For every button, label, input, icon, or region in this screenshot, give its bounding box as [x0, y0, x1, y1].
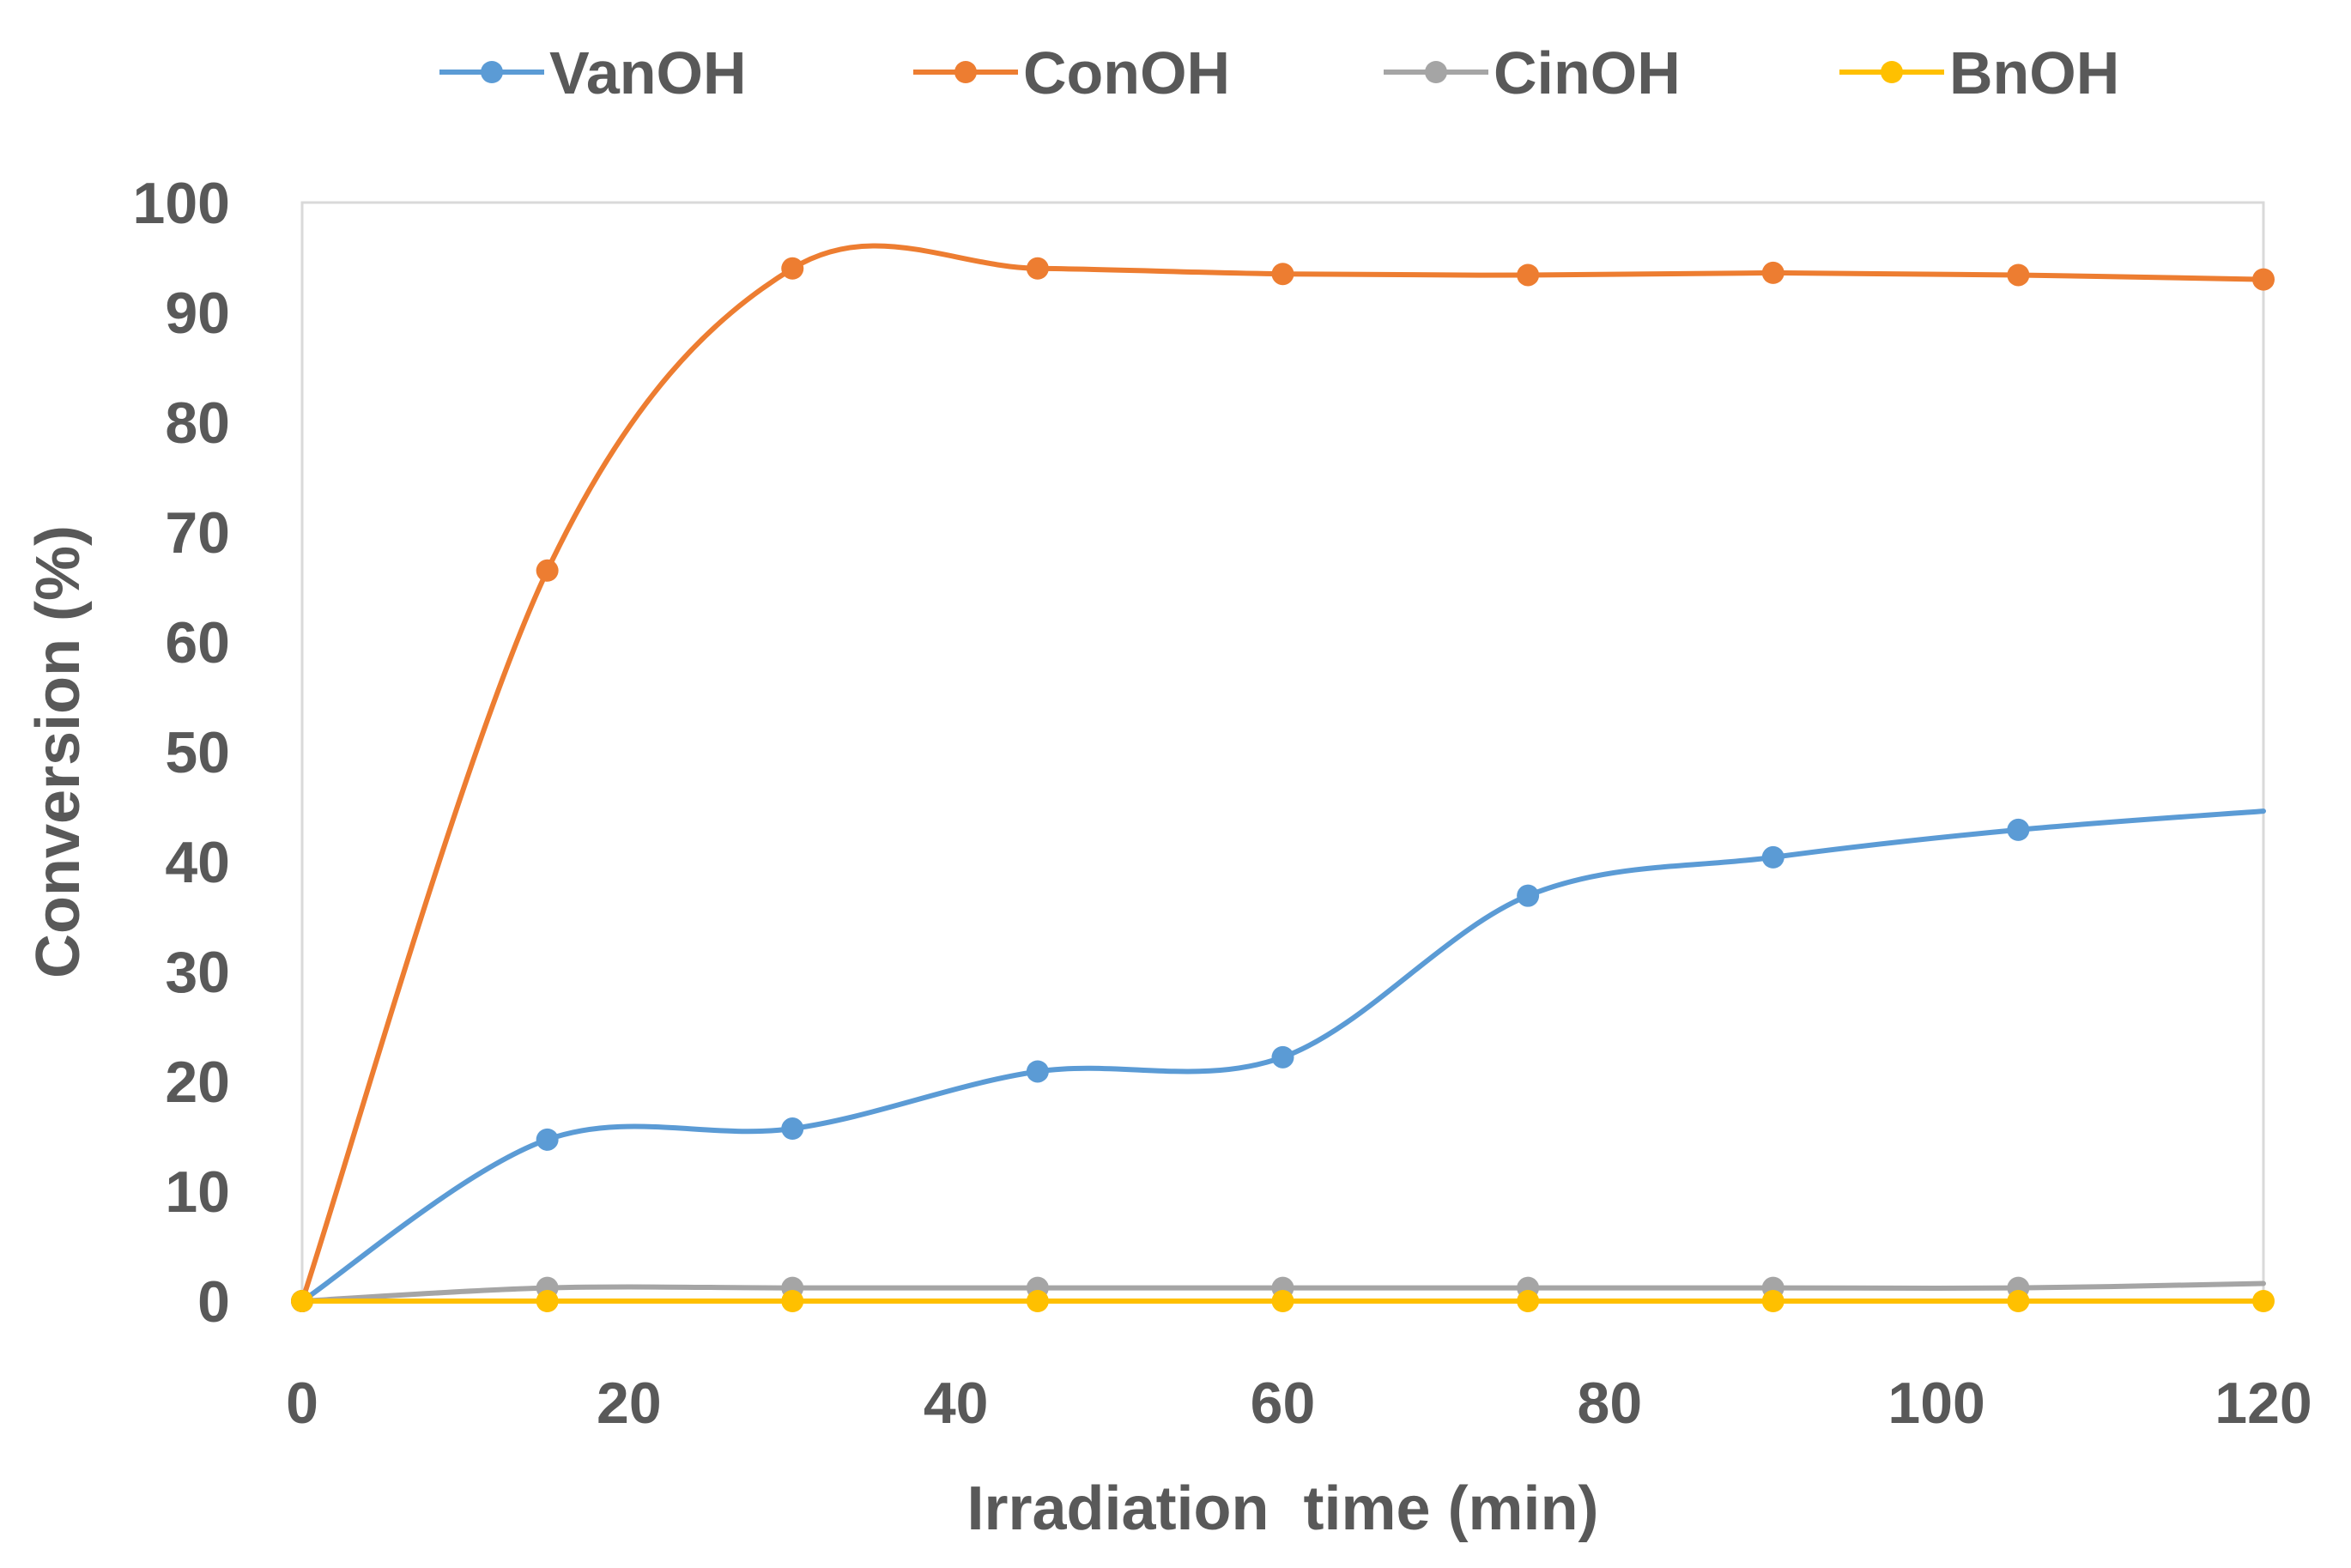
plot-area-frame	[300, 201, 2265, 1303]
data-point-bnoh	[1761, 1290, 1784, 1312]
legend-swatch-marker	[481, 61, 503, 83]
legend-label: ConOH	[1023, 39, 1230, 106]
y-tick-label: 70	[165, 500, 230, 566]
legend-swatch-marker	[1881, 61, 1903, 83]
legend-item-conoh: ConOH	[913, 39, 1230, 106]
legend-swatch-marker	[1425, 61, 1447, 83]
x-tick-label: 20	[597, 1371, 662, 1436]
data-point-conoh	[536, 559, 559, 582]
y-tick-label: 50	[165, 720, 230, 785]
data-point-vanoh	[1026, 1060, 1049, 1083]
data-point-conoh	[781, 257, 804, 280]
x-tick-label: 60	[1251, 1371, 1316, 1436]
series-lines	[300, 243, 2266, 1305]
legend-item-cinoh: CinOH	[1384, 39, 1681, 106]
legend: VanOH ConOH CinOH BnOH	[439, 39, 2119, 106]
data-point-vanoh	[1271, 1045, 1294, 1069]
data-point-bnoh	[1026, 1290, 1049, 1312]
y-tick-label: 90	[165, 281, 230, 346]
data-point-vanoh	[536, 1128, 559, 1151]
data-point-vanoh	[2007, 818, 2030, 841]
x-tick-label: 40	[924, 1371, 989, 1436]
legend-label: VanOH	[549, 39, 747, 106]
data-point-conoh	[2007, 263, 2030, 287]
y-tick-label: 0	[197, 1269, 230, 1335]
data-point-conoh	[1026, 257, 1049, 280]
y-tick-label: 60	[165, 610, 230, 675]
y-tick-label: 20	[165, 1050, 230, 1115]
data-point-vanoh	[1761, 845, 1784, 869]
series-line-conoh	[300, 243, 2266, 1304]
data-point-bnoh	[536, 1290, 559, 1312]
data-point-conoh	[1761, 261, 1784, 284]
data-point-bnoh	[291, 1290, 313, 1312]
y-tick-label: 40	[165, 830, 230, 895]
legend-swatch-marker	[954, 61, 977, 83]
x-tick-label: 0	[286, 1371, 318, 1436]
data-point-conoh	[1517, 263, 1540, 287]
y-axis-label: Conversion (%)	[24, 525, 93, 978]
x-tick-label: 80	[1578, 1371, 1643, 1436]
data-point-bnoh	[2252, 1290, 2275, 1312]
x-tick-label: 120	[2215, 1371, 2312, 1436]
y-tick-label: 30	[165, 940, 230, 1005]
y-axis-ticks: 0 10 20 30 40 50 60 70 80 90 100	[133, 171, 230, 1335]
data-point-vanoh	[1517, 884, 1540, 907]
y-tick-label: 100	[133, 171, 230, 236]
data-point-bnoh	[2007, 1290, 2030, 1312]
x-tick-label: 100	[1887, 1371, 1984, 1436]
legend-item-vanoh: VanOH	[439, 39, 747, 106]
legend-item-bnoh: BnOH	[1839, 39, 2119, 106]
y-tick-label: 80	[165, 390, 230, 456]
data-point-bnoh	[1271, 1290, 1294, 1312]
legend-label: CinOH	[1494, 39, 1681, 106]
y-tick-label: 10	[165, 1159, 230, 1225]
x-axis-label: Irradiation time (min)	[966, 1474, 1598, 1543]
data-point-conoh	[1271, 263, 1294, 286]
series-points	[291, 257, 2275, 1312]
data-point-conoh	[2252, 268, 2275, 291]
x-axis-ticks: 0 20 40 60 80 100 120	[286, 1371, 2312, 1436]
data-point-bnoh	[1517, 1290, 1540, 1312]
data-point-bnoh	[781, 1290, 804, 1312]
data-point-vanoh	[781, 1117, 804, 1141]
legend-label: BnOH	[1949, 39, 2119, 106]
